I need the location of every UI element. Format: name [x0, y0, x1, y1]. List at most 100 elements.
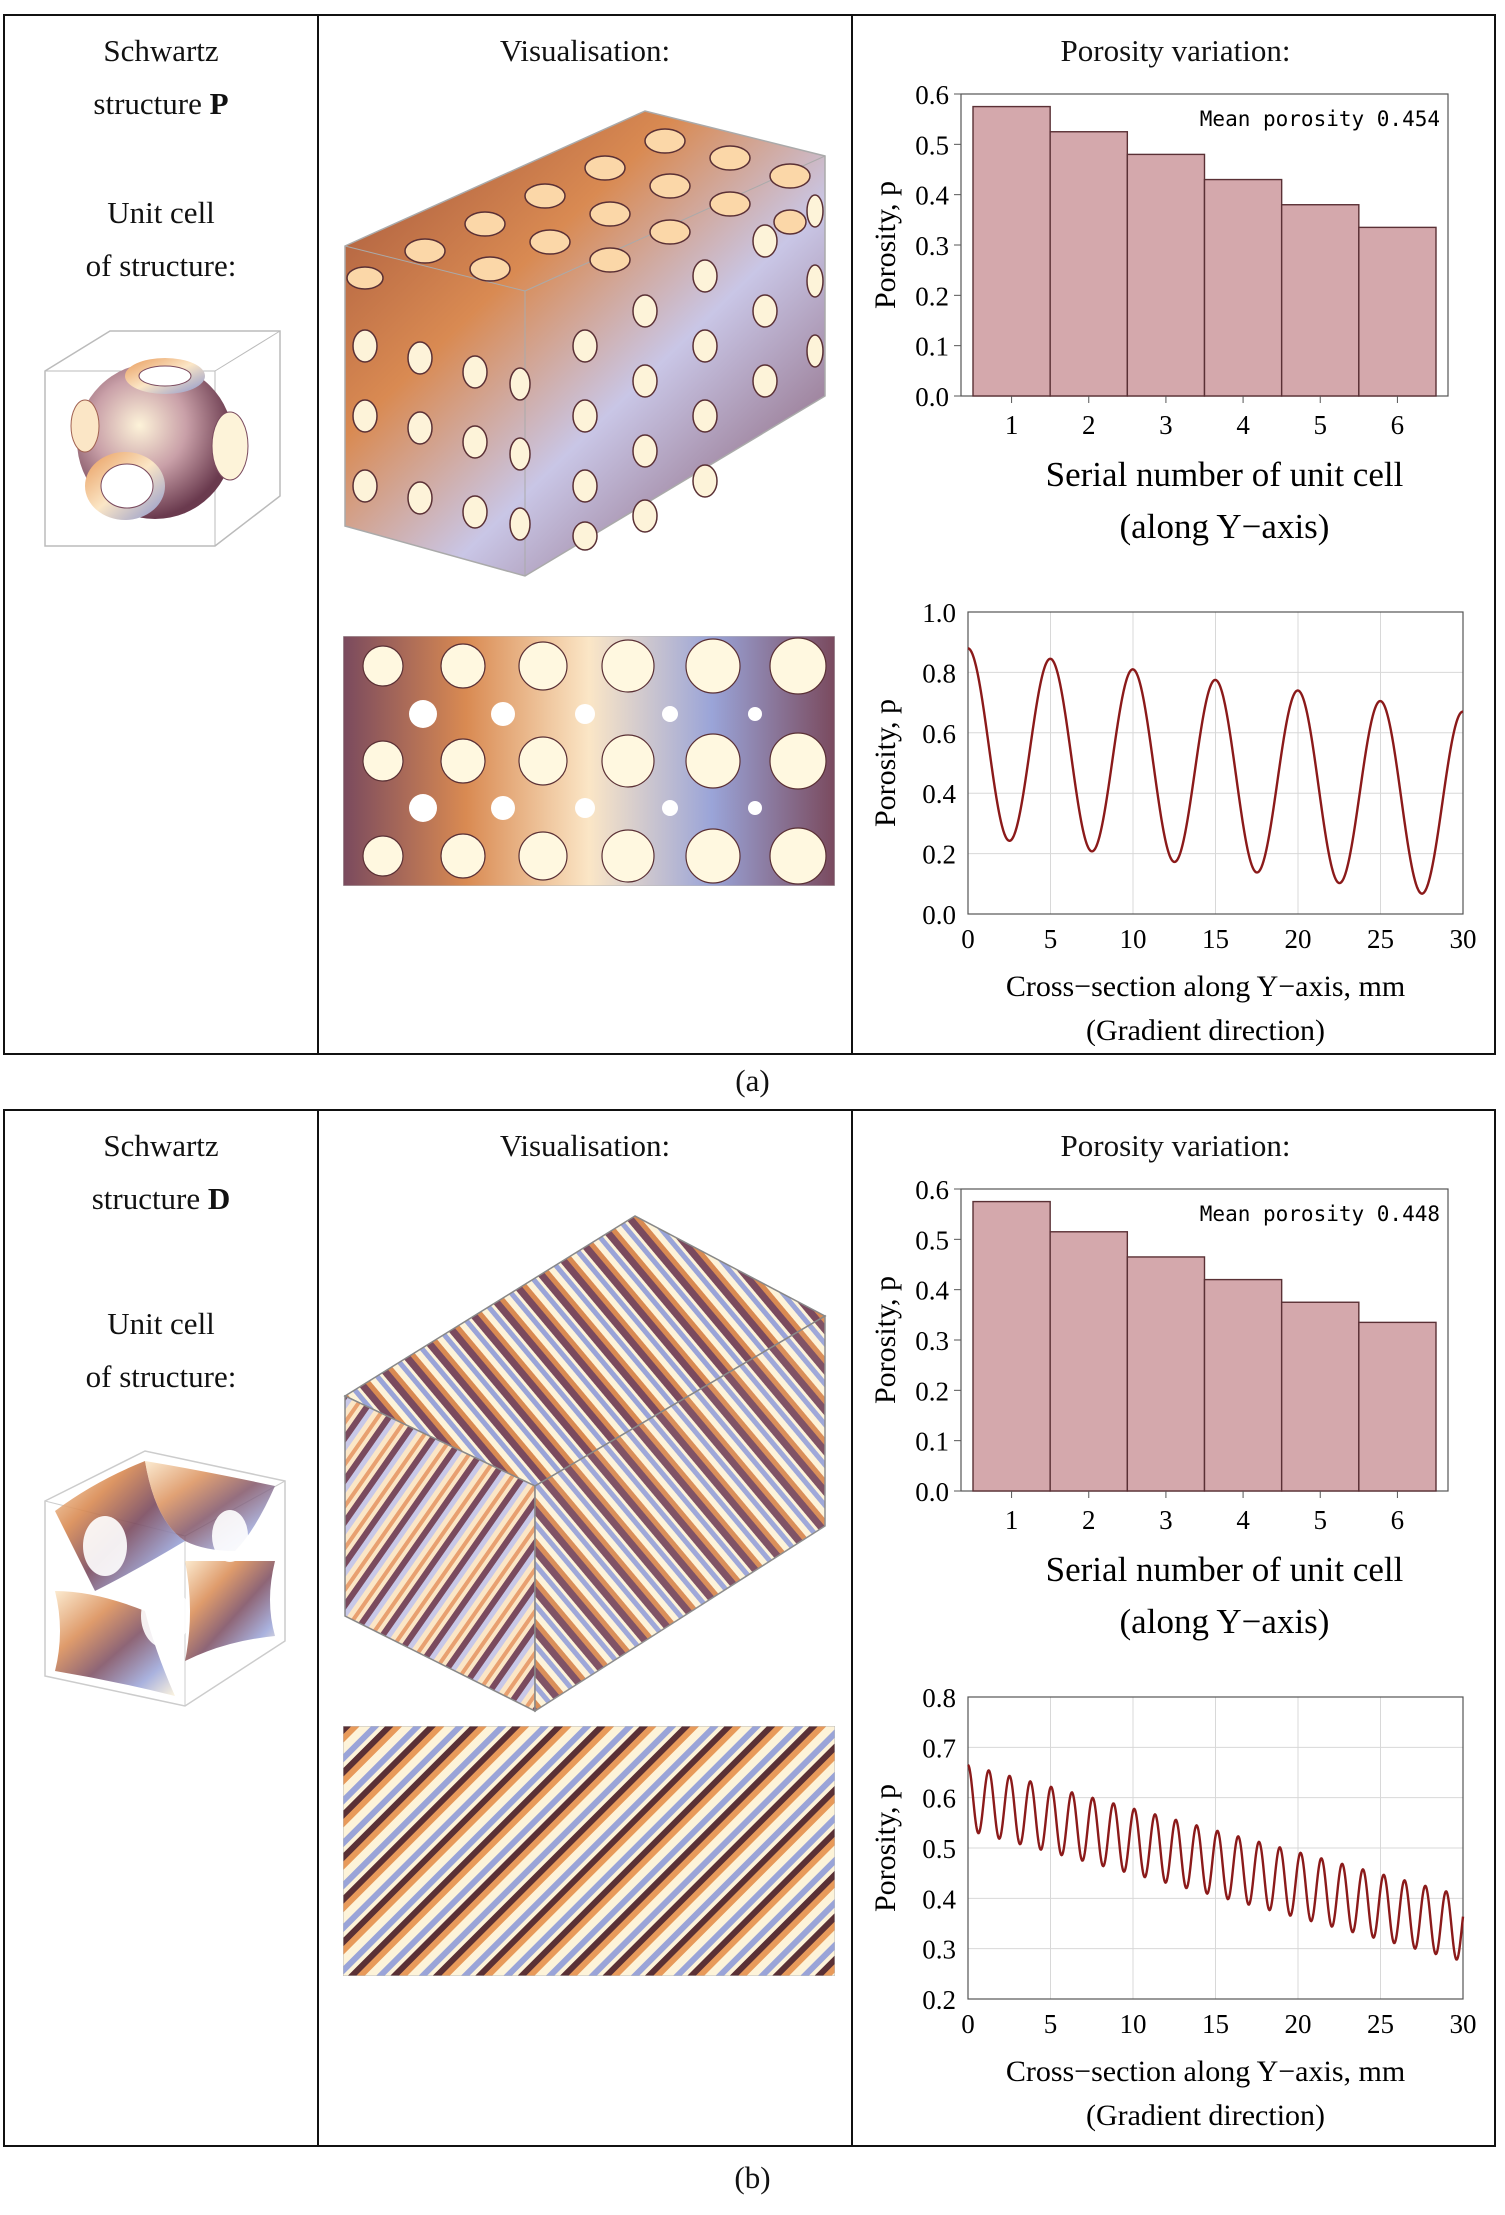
x-tick-label: 4 [1236, 410, 1250, 440]
x-tick-label: 5 [1044, 924, 1058, 954]
x-tick-label: 0 [961, 2009, 975, 2039]
y-tick-label: 0.0 [915, 1477, 949, 1507]
bar [1126, 1256, 1206, 1492]
y-tick-label: 0.2 [915, 1376, 949, 1406]
y-tick-label: 0.5 [915, 130, 949, 160]
x-tick-label: 10 [1120, 924, 1147, 954]
structure-label: Schwartz structure D [5, 1119, 317, 1225]
y-tick-label: 0.2 [922, 1985, 956, 2015]
x-tick-label: 4 [1236, 1505, 1250, 1535]
y-tick-label: 0.4 [922, 779, 956, 809]
column-divider [317, 1111, 319, 2145]
structure-d-section-image [343, 1726, 835, 1976]
bar [1358, 226, 1437, 397]
column-divider [317, 16, 319, 1053]
y-tick-label: 0.8 [922, 1683, 956, 1713]
porosity-title: Porosity variation: [1060, 1128, 1291, 1163]
bar [972, 105, 1051, 397]
y-tick-label: 0.4 [915, 181, 949, 211]
bar [972, 1200, 1051, 1492]
y-tick-label: 0.5 [922, 1834, 956, 1864]
bar [1280, 204, 1360, 397]
porosity-series-line [967, 647, 1464, 895]
y-tick-label: 0.6 [915, 80, 949, 110]
bar [1280, 1301, 1360, 1492]
x-tick-label: 5 [1314, 410, 1328, 440]
unit-cell-line2: of structure: [85, 1359, 237, 1394]
structure-d-3d-image [343, 1215, 827, 1713]
porosity-title: Porosity variation: [1060, 33, 1291, 68]
x-tick-label: 15 [1202, 924, 1229, 954]
column-divider [851, 1111, 853, 2145]
structure-label-line1: Schwartz [103, 1128, 219, 1163]
y-tick-label: 0.0 [922, 900, 956, 930]
line-chart-a: 0 5 10 15 20 25 30 0.0 0.2 0.4 0.6 0.8 1.0 Cross−sect… [869, 598, 1477, 1046]
plot-frame [967, 611, 1464, 915]
structure-letter: D [207, 1181, 231, 1216]
x-tick-label: 20 [1285, 2009, 1312, 2039]
y-tick-label: 0.8 [922, 658, 956, 688]
x-tick-label: 5 [1044, 2009, 1058, 2039]
y-tick-label: 0.2 [915, 281, 949, 311]
y-tick-label: 0.2 [922, 840, 956, 870]
y-tick-label: 0.7 [922, 1733, 956, 1763]
line-chart-b: 0 5 10 15 20 25 30 0.2 0.3 0.4 0.5 0.6 0.7 0.8 Cross−s… [869, 1683, 1477, 2132]
x-tick-label: 5 [1314, 1505, 1328, 1535]
x-tick-label: 1 [1005, 1505, 1019, 1535]
y-axis-label: Porosity, p [869, 1276, 902, 1404]
y-tick-label: 0.3 [922, 1935, 956, 1965]
y-axis-label: Porosity, p [869, 699, 902, 827]
mean-porosity-annotation: Mean porosity 0.454 [1200, 107, 1440, 131]
x-tick-label: 30 [1450, 2009, 1477, 2039]
caption-a: (a) [735, 1063, 770, 1098]
structure-p-section-image [343, 636, 835, 886]
x-axis-label: Cross−section along Y−axis, mm [1006, 2055, 1405, 2088]
plot-frame [967, 1696, 1464, 2000]
unit-cell-line1: Unit cell [107, 195, 215, 230]
panel-b: Schwartz structure D Unit cell of struct… [3, 1109, 1496, 2147]
x-axis-label: Serial number of unit cell [1046, 455, 1404, 494]
x-tick-label: 3 [1159, 410, 1173, 440]
column-divider [851, 16, 853, 1053]
unit-cell-line1: Unit cell [107, 1306, 215, 1341]
y-tick-label: 0.3 [915, 231, 949, 261]
x-tick-label: 3 [1159, 1505, 1173, 1535]
x-axis-label-sub: (Gradient direction) [1086, 2099, 1325, 2132]
unit-cell-d-image [44, 1450, 286, 1707]
x-tick-label: 2 [1082, 1505, 1096, 1535]
y-tick-label: 1.0 [922, 598, 956, 628]
y-tick-label: 0.6 [922, 1784, 956, 1814]
unit-cell-line2: of structure: [85, 248, 237, 283]
y-tick-label: 0.6 [922, 719, 956, 749]
x-axis-label: Cross−section along Y−axis, mm [1006, 970, 1405, 1003]
x-tick-label: 15 [1202, 2009, 1229, 2039]
x-tick-label: 25 [1367, 2009, 1394, 2039]
y-tick-label: 0.0 [915, 382, 949, 412]
mean-porosity-annotation: Mean porosity 0.448 [1200, 1202, 1440, 1226]
y-tick-label: 0.4 [922, 1884, 956, 1914]
y-tick-label: 0.6 [915, 1175, 949, 1205]
x-tick-label: 20 [1285, 924, 1312, 954]
visualisation-title: Visualisation: [499, 1128, 671, 1163]
x-axis-label-sub: (Gradient direction) [1086, 1014, 1325, 1046]
x-axis-label-sub: (along Y−axis) [1120, 1602, 1330, 1641]
y-tick-label: 0.5 [915, 1225, 949, 1255]
x-tick-label: 6 [1391, 1505, 1405, 1535]
x-axis-label: Serial number of unit cell [1046, 1550, 1404, 1589]
structure-label-prefix: structure [91, 1181, 201, 1216]
unit-cell-label: Unit cell of structure: [5, 1297, 317, 1403]
structure-letter: P [209, 86, 229, 121]
y-axis-label: Porosity, p [869, 181, 902, 309]
x-tick-label: 6 [1391, 410, 1405, 440]
x-tick-label: 25 [1367, 924, 1394, 954]
bar [1049, 131, 1129, 397]
structure-label: Schwartz structure P [5, 24, 317, 130]
x-tick-label: 2 [1082, 410, 1096, 440]
visualisation-title: Visualisation: [499, 33, 671, 68]
x-tick-label: 0 [961, 924, 975, 954]
y-axis-label: Porosity, p [869, 1784, 902, 1912]
porosity-series-line [967, 1764, 1465, 1961]
panel-a: Schwartz structure P Unit cell of struct… [3, 14, 1496, 1055]
x-tick-label: 10 [1120, 2009, 1147, 2039]
unit-cell-p-image [44, 330, 281, 547]
